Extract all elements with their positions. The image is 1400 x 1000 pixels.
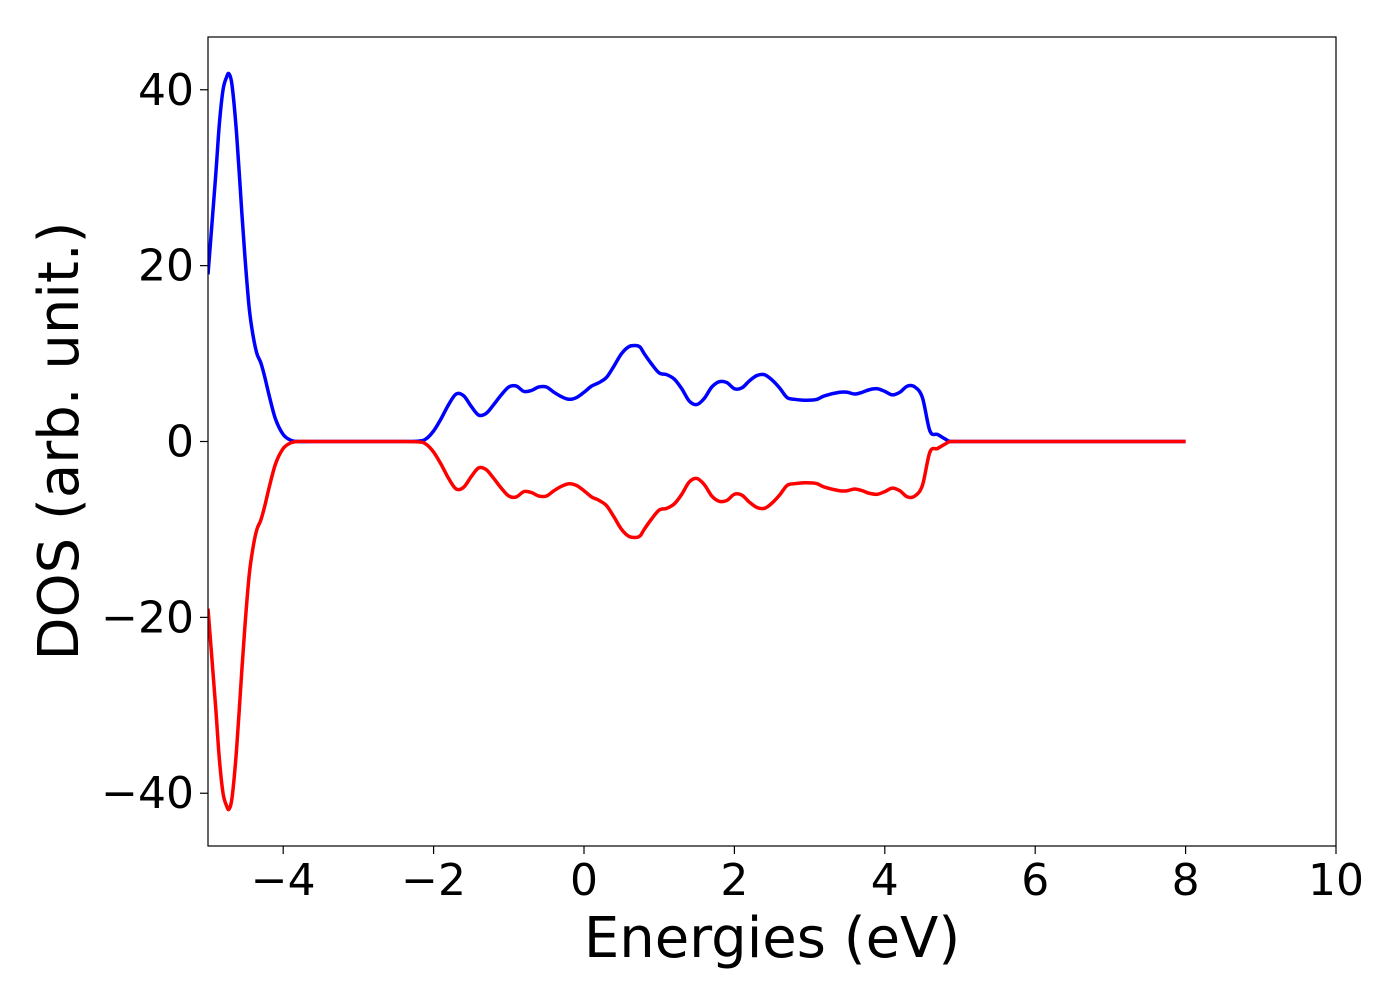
dos-series-line-red bbox=[208, 439, 1186, 812]
y-tick-label: −40 bbox=[101, 768, 194, 819]
x-tick-label: −2 bbox=[401, 855, 466, 906]
dos-series-line-blue bbox=[208, 71, 1186, 444]
x-tick-label: 6 bbox=[1021, 855, 1049, 906]
x-tick-label: 4 bbox=[871, 855, 899, 906]
y-tick-label: 0 bbox=[166, 417, 194, 468]
series-layer bbox=[208, 71, 1186, 812]
y-axis-label: DOS (arb. unit.) bbox=[27, 221, 92, 660]
x-tick-label: 0 bbox=[570, 855, 598, 906]
y-tick-label: 20 bbox=[138, 241, 194, 292]
plot-frame bbox=[207, 36, 1337, 847]
x-tick-label: 2 bbox=[720, 855, 748, 906]
x-tick-label: 10 bbox=[1308, 855, 1364, 906]
y-tick-label: −20 bbox=[101, 592, 194, 643]
x-axis-label: Energies (eV) bbox=[584, 906, 960, 971]
x-tick-label: −4 bbox=[251, 855, 316, 906]
x-tick-label: 8 bbox=[1172, 855, 1200, 906]
y-tick-label: 40 bbox=[138, 65, 194, 116]
